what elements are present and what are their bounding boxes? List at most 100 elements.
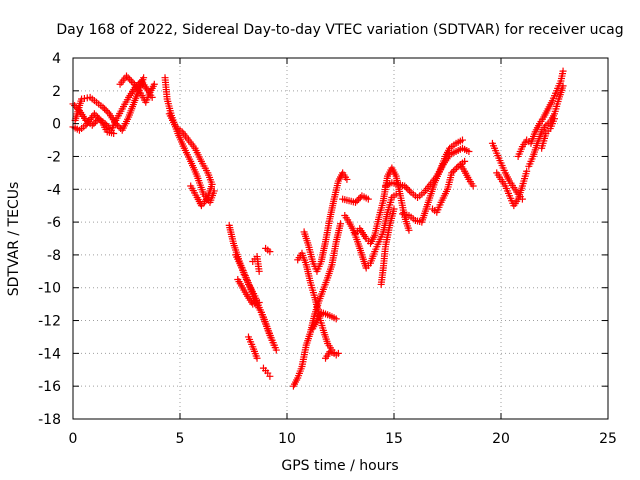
y-tick-label: -10 [38,281,61,297]
data-point [270,341,278,349]
data-point [88,121,96,129]
data-point [90,120,98,128]
data-point [353,197,361,205]
series-arc-29 [514,67,567,160]
data-point [401,182,409,190]
data-point [465,148,473,156]
y-tick-label: -18 [38,412,61,428]
grid-lines [73,58,608,419]
data-points [69,67,567,390]
data-point [255,298,263,306]
data-point [140,74,148,82]
data-point [266,248,274,256]
data-point [559,67,567,75]
y-tick-label: -14 [38,346,61,362]
data-point [337,220,344,228]
data-point [95,115,103,123]
data-point [405,226,413,234]
data-point [451,166,459,174]
data-point [266,372,274,380]
data-point [404,185,412,193]
series-arc-30 [525,82,567,170]
data-point [461,157,469,165]
y-tick-label: 0 [52,117,61,133]
data-point [124,74,132,82]
series-arc-18 [322,348,342,362]
series-arc-12 [259,364,274,380]
series-arc-27 [488,139,526,203]
data-point [104,108,112,116]
data-point [453,164,461,172]
series-arc-24 [399,136,466,226]
data-point [101,105,109,113]
data-point [402,184,410,192]
series-arc-3 [69,110,118,137]
x-tick-label: 10 [278,431,296,447]
data-point [253,354,261,362]
data-point [523,167,531,175]
data-point [127,77,135,85]
series-arc-17 [309,308,340,333]
y-tick-label: -8 [47,248,61,264]
data-point [448,169,456,177]
data-point [559,82,567,90]
x-tick-label: 25 [599,431,617,447]
series-arc-28 [493,167,531,210]
data-point [272,346,280,354]
data-point [551,115,558,123]
plot-frame [72,57,609,420]
y-tick-label: 2 [52,84,61,100]
x-tick-label: 20 [492,431,510,447]
y-tick-label: 4 [52,51,61,67]
series-arc-11 [244,333,261,362]
x-tick-label: 0 [69,431,78,447]
series-arc-21 [351,164,413,247]
data-point [449,167,457,175]
series-arc-9 [234,276,263,308]
series-arc-16 [300,169,351,275]
series-arc-31 [538,115,558,152]
data-point [110,129,118,137]
data-point [334,349,342,357]
series-arc-13 [262,244,274,256]
data-point [406,187,414,195]
data-point [102,107,110,115]
series-arc-20 [341,190,400,272]
data-point [255,267,263,275]
data-point [123,72,130,80]
x-tick-label: 5 [176,431,185,447]
data-point [115,123,123,131]
data-point [469,182,477,190]
data-point [99,103,107,111]
data-point [364,195,372,203]
series-arc-10 [249,253,263,275]
y-tick-label: -6 [47,215,61,231]
y-tick-label: -2 [47,149,61,165]
y-tick-label: -16 [38,379,61,395]
series-arc-22 [377,205,398,288]
data-point [92,111,100,119]
data-point [187,182,195,190]
data-point [90,110,98,118]
series-arc-2 [71,74,148,134]
data-point [126,75,134,83]
series-arc-4 [116,72,158,106]
data-point [91,118,99,126]
data-point [351,198,359,206]
y-tick-label: -12 [38,314,61,330]
series-arc-19 [339,192,372,206]
series-arc-25 [429,157,469,216]
data-point [390,205,398,213]
data-point [458,136,466,144]
data-point [355,195,363,203]
data-point [343,175,351,183]
chart-title: Day 168 of 2022, Sidereal Day-to-day VTE… [56,22,623,38]
y-tick-label: -4 [47,182,61,198]
y-axis-label: SDTVAR / TECUs [6,182,22,297]
data-point [112,120,120,128]
data-point [332,315,340,323]
data-point [94,113,102,121]
data-point [150,80,158,88]
